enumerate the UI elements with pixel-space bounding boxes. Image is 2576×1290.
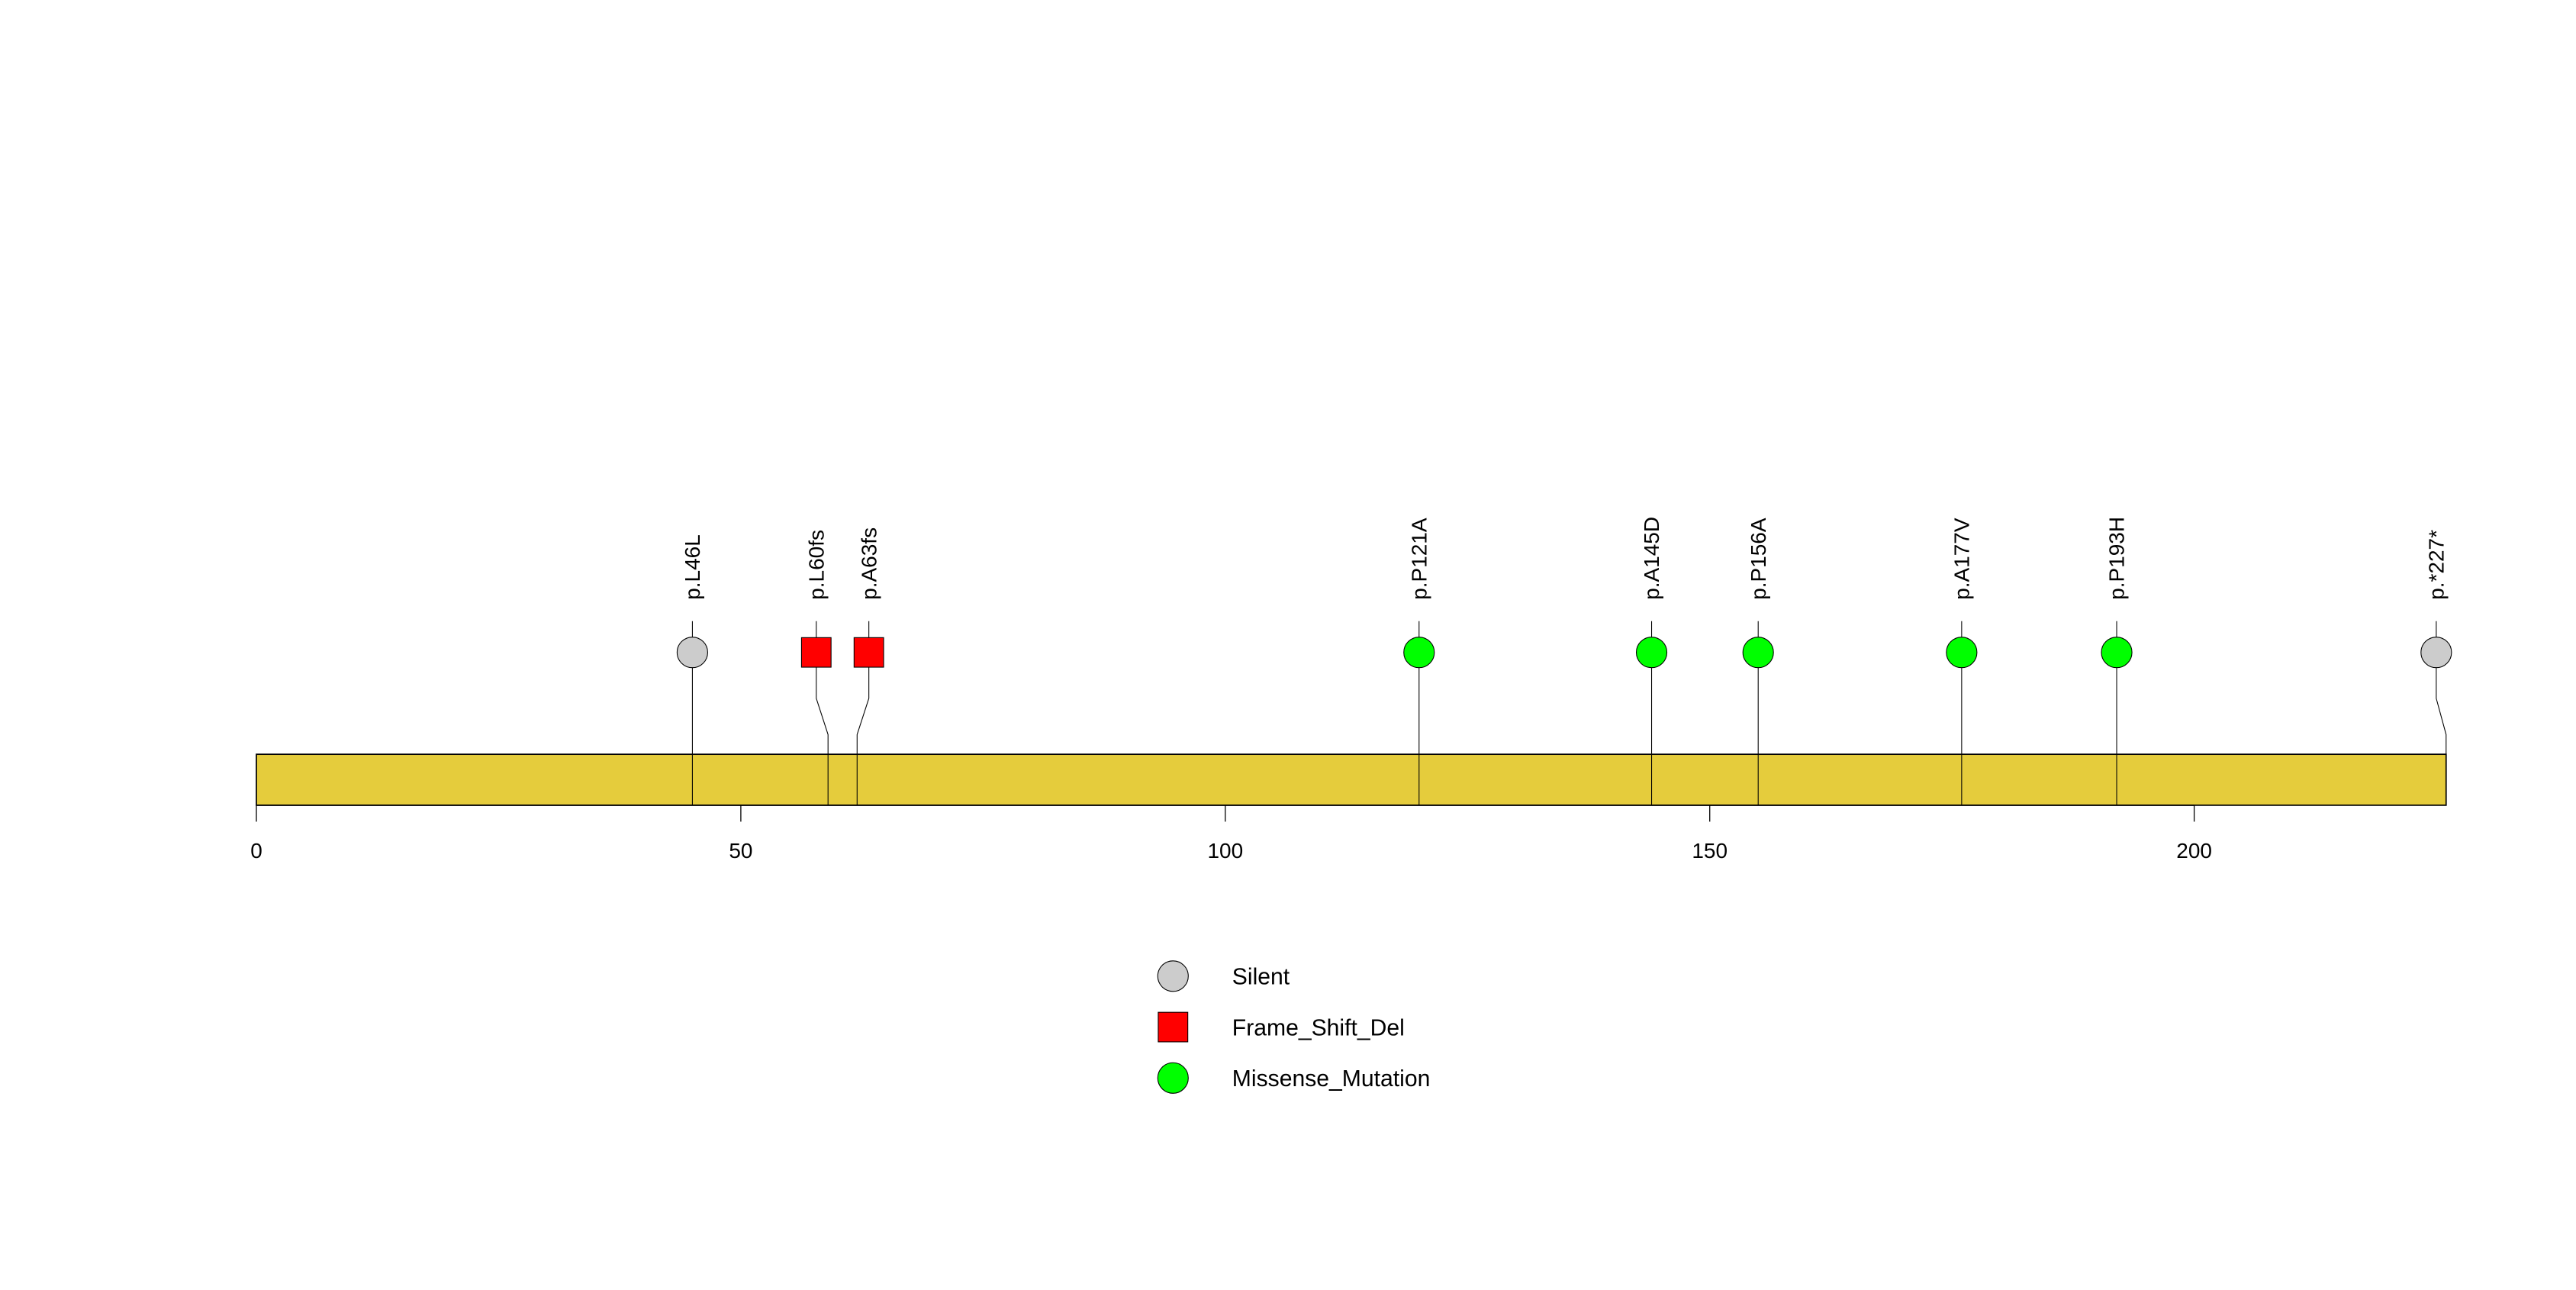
mutations: p.L46L p.L60fs p.A63fs p.P121A p.A145D p.P156…: [676, 517, 2452, 805]
mutation-label: p.L60fs: [804, 530, 828, 600]
axis-tick-label: 100: [1207, 839, 1243, 863]
mutation-lollipop: p.L46L: [676, 534, 708, 805]
legend-circle-icon: [1157, 1062, 1189, 1094]
legend: Silent Frame_Shift_Del Missense_Mutation: [1157, 960, 1431, 1094]
mutation-marker-circle: [2101, 637, 2133, 669]
axis-tick-label: 200: [2176, 839, 2212, 863]
mutation-lollipop: p.*227*: [2420, 530, 2452, 805]
protein-domain-bar: [256, 753, 2447, 806]
legend-label: Missense_Mutation: [1232, 1066, 1431, 1092]
mutation-marker-circle: [1635, 637, 1668, 669]
mutation-label: p.A145D: [1640, 517, 1663, 600]
mutation-marker-circle: [676, 637, 708, 669]
legend-label: Silent: [1232, 965, 1290, 990]
legend-label: Frame_Shift_Del: [1232, 1015, 1405, 1040]
mutation-marker-circle: [1946, 637, 1978, 669]
legend-item: Silent: [1157, 960, 1290, 992]
mutation-label: p.P121A: [1407, 518, 1431, 600]
mutation-label: p.P193H: [2105, 517, 2129, 600]
mutation-lollipop: p.P156A: [1742, 518, 1774, 805]
legend-circle-icon: [1157, 960, 1189, 992]
axis-tick-label: 50: [729, 839, 752, 863]
legend-item: Missense_Mutation: [1157, 1062, 1431, 1094]
mutation-lollipop: p.P193H: [2101, 517, 2133, 805]
x-axis: 0 50 100 150 200: [250, 805, 2212, 863]
mutation-label: p.P156A: [1747, 518, 1770, 600]
mutation-lollipop: p.A177V: [1946, 518, 1978, 805]
legend-square-icon: [1158, 1011, 1189, 1043]
mutation-marker-circle: [1742, 637, 1774, 669]
mutation-marker-square: [853, 637, 884, 668]
mutation-lollipop: p.L60fs: [800, 530, 832, 805]
mutation-marker-circle: [2420, 637, 2452, 669]
mutation-lollipop: p.P121A: [1403, 518, 1435, 805]
mutation-label: p.A177V: [1950, 518, 1974, 600]
axis-tick-label: 150: [1692, 839, 1728, 863]
mutation-lollipop: p.A63fs: [853, 527, 884, 805]
legend-item: Frame_Shift_Del: [1158, 1011, 1405, 1043]
mutation-label: p.*227*: [2425, 530, 2449, 600]
mutation-lollipop: p.A145D: [1635, 517, 1668, 805]
mutation-marker-circle: [1403, 637, 1435, 669]
mutation-label: p.A63fs: [857, 527, 881, 600]
mutation-label: p.L46L: [681, 534, 704, 600]
mutation-marker-square: [800, 637, 832, 668]
axis-tick-label: 0: [250, 839, 262, 863]
